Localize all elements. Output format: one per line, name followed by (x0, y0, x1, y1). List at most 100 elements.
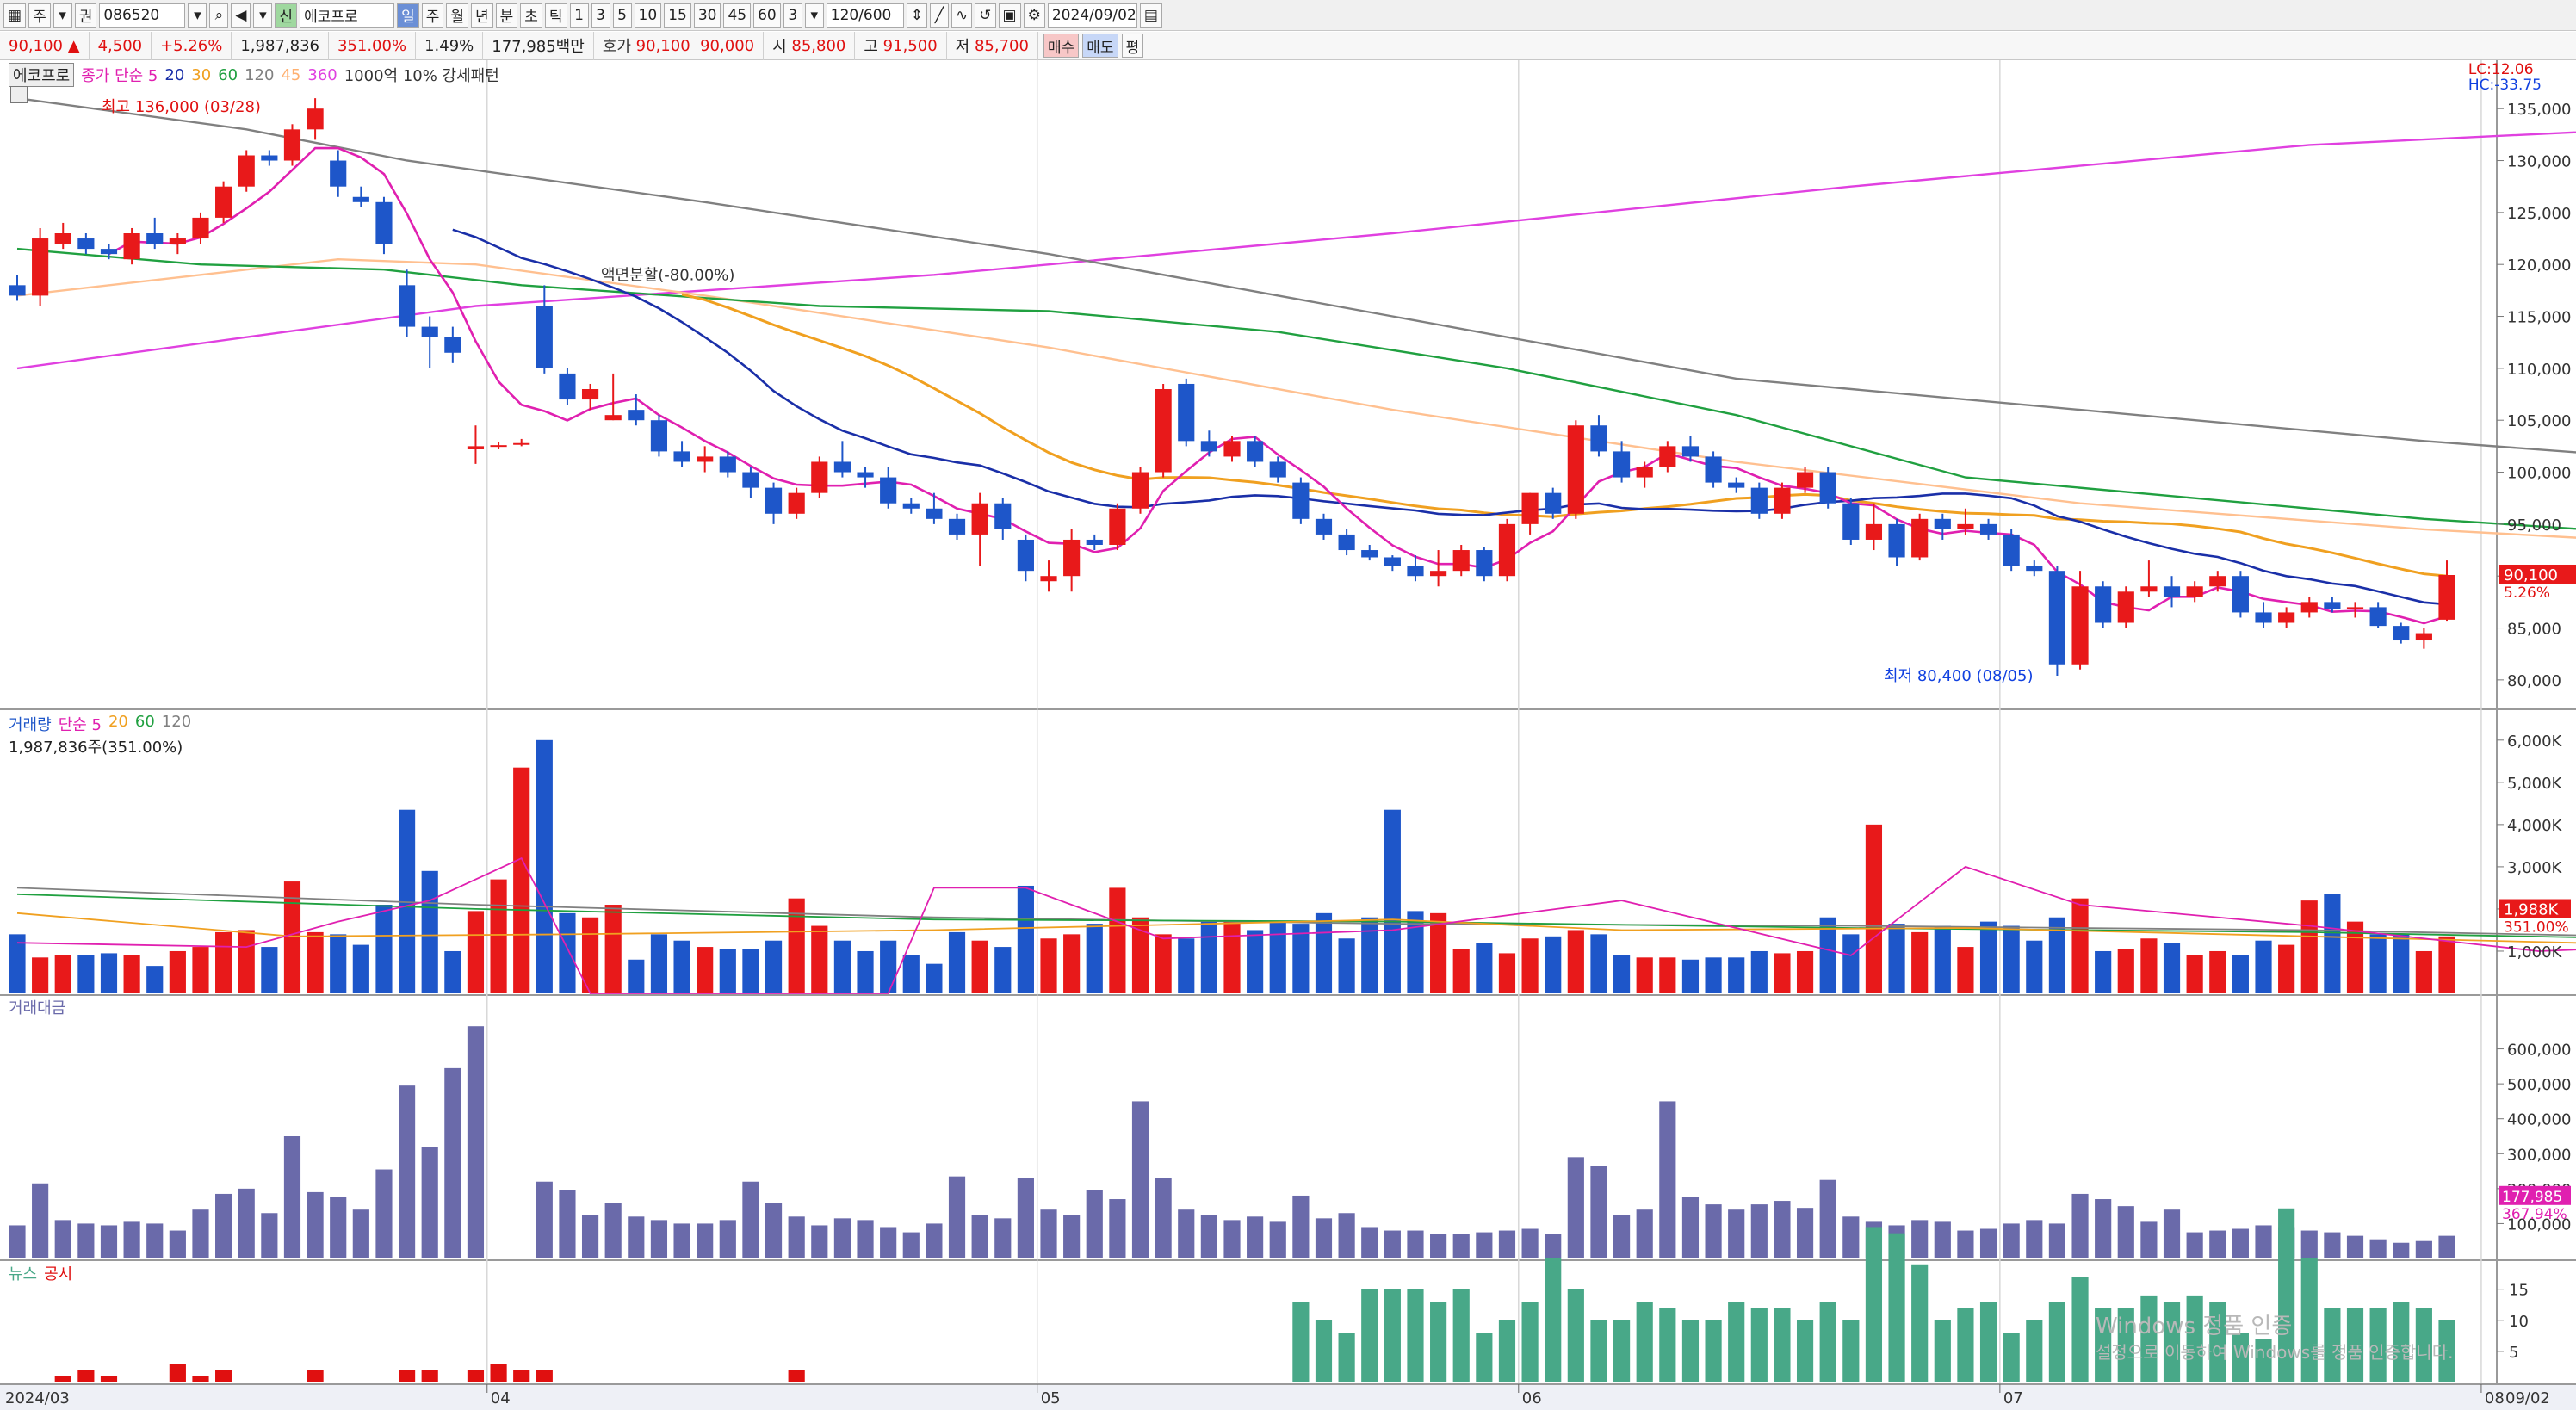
amount-bar (1269, 1221, 1286, 1258)
search-icon[interactable]: ⌕ (209, 3, 229, 28)
volume-dropdown-icon[interactable]: ▾ (253, 3, 273, 28)
candle-body (1247, 441, 1264, 462)
trade-amount: 177,985백만 (483, 31, 594, 60)
amount-bar (1131, 1101, 1149, 1258)
tab-tick[interactable]: 틱 (544, 3, 567, 28)
volume-bar (1430, 912, 1447, 993)
amount-bar (1545, 1234, 1562, 1258)
candle-body (2140, 586, 2158, 592)
price-tick-label: 80,000 (2507, 672, 2561, 690)
tab-daily[interactable]: 일 (397, 3, 419, 28)
price-tick-label: 130,000 (2507, 153, 2571, 171)
interval-30[interactable]: 30 (693, 3, 721, 28)
settings-icon[interactable]: ⚙ (1023, 3, 1045, 28)
volume-bar (971, 940, 988, 993)
dropdown-icon[interactable]: ▾ (53, 3, 72, 28)
candle-body (1178, 383, 1195, 442)
stock-code-input[interactable]: 086520 (99, 3, 186, 28)
amount-bar (1681, 1197, 1700, 1258)
candle-body (1842, 503, 1860, 540)
amount-bar (1819, 1179, 1836, 1258)
candle-body (1979, 523, 1997, 535)
buy-button[interactable]: 매수 (1043, 34, 1080, 58)
volume-value: 1,987,836 (232, 31, 329, 60)
speaker-icon[interactable]: ◀ (231, 3, 251, 28)
news-bar (2232, 1333, 2249, 1382)
candle-body (1728, 482, 1745, 488)
sell-button[interactable]: 매도 (1082, 34, 1118, 58)
news-bar (1888, 1233, 1905, 1382)
volume-bar (604, 905, 622, 993)
legend-ma45: 45 (281, 65, 301, 84)
tab-minute[interactable]: 분 (495, 3, 518, 28)
amount-bar (2369, 1239, 2387, 1258)
line-tool-icon[interactable]: ╱ (930, 3, 949, 28)
ma30-line (681, 293, 2448, 578)
candle-body (238, 155, 255, 187)
volume-bar (2255, 940, 2272, 993)
amount-bar (1796, 1208, 1814, 1258)
ma60-line (16, 247, 2576, 530)
volume-bar (330, 934, 347, 993)
menu-icon[interactable]: ▦ (3, 3, 27, 28)
news-bar (1957, 1308, 1974, 1382)
count-field[interactable]: 120/600 (826, 3, 904, 28)
news-bar (1498, 1320, 1516, 1382)
legend-ma20: 20 (164, 65, 185, 84)
interval-3[interactable]: 3 (591, 3, 610, 28)
legend-ma60: 60 (218, 65, 238, 84)
news-bar (2438, 1320, 2455, 1382)
news-bar (2048, 1302, 2065, 1382)
amount-bar (54, 1220, 71, 1258)
news-bar (1934, 1320, 1951, 1382)
tab-weekly[interactable]: 주 (421, 3, 444, 28)
right-select[interactable]: 권 (74, 3, 97, 28)
custom-interval[interactable]: 3 (783, 3, 802, 28)
news-bar (1361, 1289, 1378, 1382)
wave-tool-icon[interactable]: ∿ (951, 3, 973, 28)
amount-bar (673, 1223, 690, 1258)
news-bar (2140, 1295, 2158, 1382)
amount-bar (421, 1147, 438, 1258)
last-amount-pct: 367.94% (2502, 1206, 2567, 1223)
news-bar (1567, 1289, 1584, 1382)
amount-bar (833, 1218, 851, 1258)
volume-bar (765, 940, 783, 993)
save-icon[interactable]: ▣ (998, 3, 1021, 28)
eval-button[interactable]: 평 (1121, 34, 1144, 58)
interval-5[interactable]: 5 (612, 3, 632, 28)
interval-1[interactable]: 1 (569, 3, 589, 28)
period-select[interactable]: 주 (28, 3, 51, 28)
credit-badge[interactable]: 신 (275, 3, 298, 28)
news-bar (1430, 1302, 1447, 1382)
scroll-icon[interactable]: ⇕ (906, 3, 927, 28)
interval-10[interactable]: 10 (634, 3, 662, 28)
settings-square-icon[interactable] (10, 86, 28, 103)
ma45-line (16, 257, 2576, 539)
amount-bar (857, 1220, 874, 1258)
code-dropdown-icon[interactable]: ▾ (188, 3, 207, 28)
news-bar (1315, 1320, 1333, 1382)
reset-icon[interactable]: ↺ (975, 3, 996, 28)
stock-chart[interactable]: 135,000 130,000 125,000 120,000 115,000 110,0… (0, 60, 2576, 1410)
date-field[interactable]: 2024/09/02 (1047, 3, 1137, 28)
interval-15[interactable]: 15 (664, 3, 691, 28)
last-amount-label: 177,985 (2502, 1189, 2562, 1206)
interval-60[interactable]: 60 (753, 3, 781, 28)
low-annotation: 최저 80,400 (08/05) (1884, 667, 2033, 685)
tab-monthly[interactable]: 월 (446, 3, 468, 28)
amount-bar (1040, 1209, 1057, 1258)
stock-name-field[interactable]: 에코프로 (300, 3, 395, 28)
tab-second[interactable]: 초 (520, 3, 542, 28)
volume-pct: 351.00% (329, 31, 417, 60)
candle-body (1338, 534, 1355, 551)
news-bar (1681, 1320, 1700, 1382)
calendar-icon[interactable]: ▤ (1139, 3, 1162, 28)
custom-interval-dropdown-icon[interactable]: ▾ (804, 3, 824, 28)
interval-45[interactable]: 45 (723, 3, 752, 28)
volume-bar (2369, 934, 2387, 993)
candle-body (146, 233, 164, 244)
tab-yearly[interactable]: 년 (470, 3, 493, 28)
news-bar (2071, 1277, 2089, 1382)
legend-ma30: 30 (191, 65, 212, 84)
